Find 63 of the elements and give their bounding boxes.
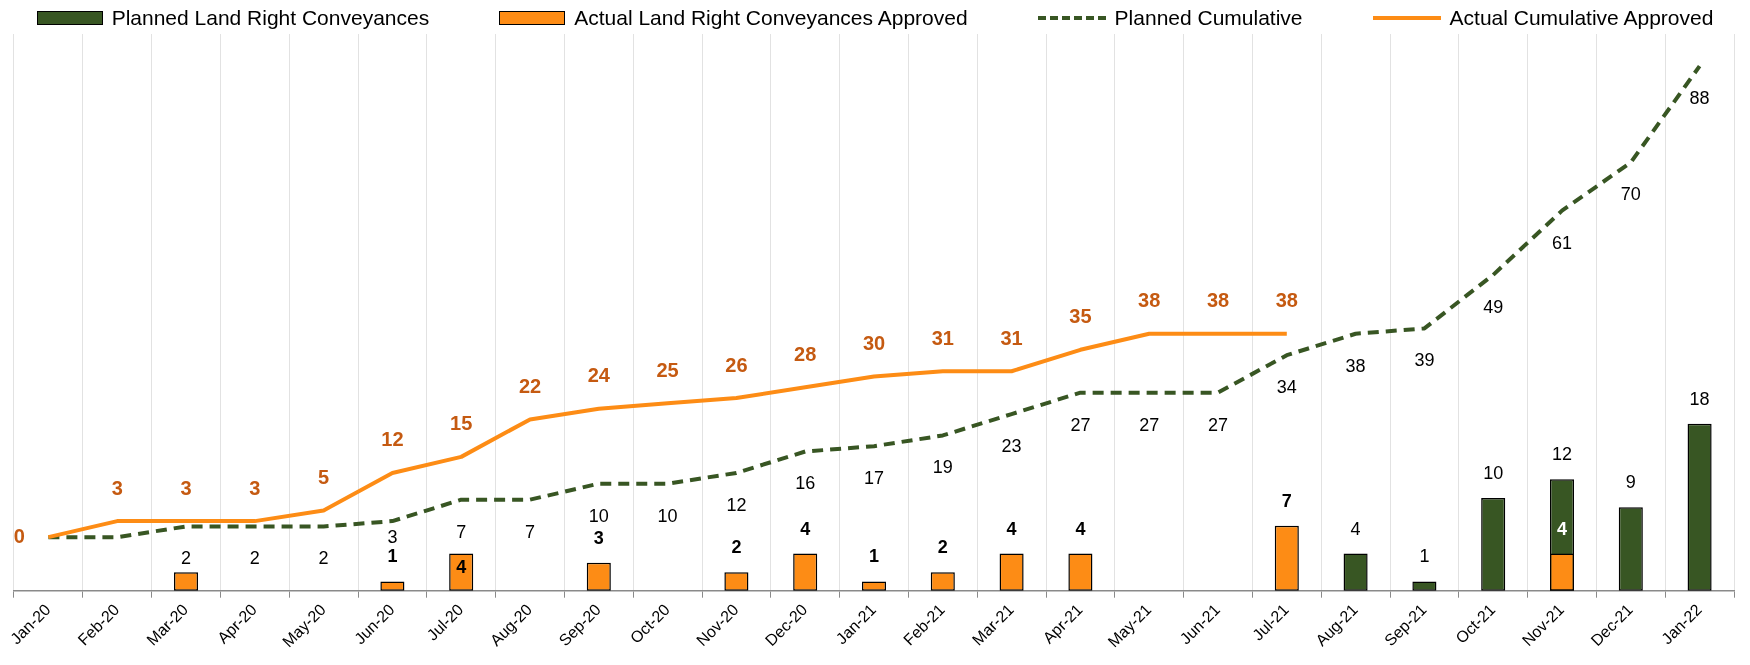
legend-label: Planned Cumulative [1114, 6, 1303, 30]
data-label: 23 [1001, 436, 1022, 457]
data-label: 1 [1419, 546, 1430, 567]
data-label: 49 [1483, 296, 1504, 317]
data-label: 4 [1075, 518, 1086, 539]
legend-label: Actual Land Right Conveyances Approved [574, 6, 968, 30]
data-label: 1 [868, 546, 880, 567]
data-label: 4 [1006, 518, 1017, 539]
data-label: 10 [657, 505, 678, 526]
data-label: 18 [1689, 388, 1710, 409]
data-label: 38 [1275, 289, 1298, 312]
data-label: 10 [588, 505, 609, 526]
data-label: 38 [1345, 355, 1366, 376]
data-label: 38 [1138, 289, 1161, 312]
data-label: 27 [1207, 414, 1229, 435]
data-label: 12 [381, 428, 404, 451]
data-label: 3 [593, 527, 604, 548]
data-label: 15 [450, 412, 473, 435]
data-label: 3 [249, 476, 261, 499]
data-label: 35 [1069, 305, 1092, 328]
data-label: 7 [1281, 490, 1292, 511]
data-label: 3 [180, 476, 192, 499]
data-label: 4 [456, 556, 467, 577]
data-label: 24 [587, 364, 611, 387]
data-label: 88 [1689, 88, 1710, 109]
data-label: 31 [931, 326, 954, 349]
data-label: 39 [1414, 350, 1435, 371]
data-label: 61 [1551, 232, 1573, 253]
data-label: 10 [1483, 462, 1504, 483]
data-label: 16 [795, 473, 816, 494]
data-label: 38 [1206, 289, 1230, 312]
legend-label: Actual Cumulative Approved [1449, 6, 1714, 30]
data-label: 27 [1139, 414, 1160, 435]
data-label: 4 [800, 518, 811, 539]
data-label: 28 [794, 342, 817, 365]
data-label: 4 [1556, 518, 1568, 539]
data-label: 7 [456, 521, 467, 542]
data-label: 2 [731, 537, 742, 558]
data-label: 30 [862, 332, 886, 355]
data-label: 22 [518, 374, 542, 397]
data-label: 19 [932, 457, 953, 478]
data-label: 25 [656, 358, 679, 381]
data-label: 4 [1350, 518, 1361, 539]
data-label: 7 [524, 521, 536, 542]
data-label: 34 [1276, 377, 1297, 398]
data-label: 31 [1000, 326, 1023, 349]
data-label: 2 [249, 548, 260, 569]
data-label: 12 [726, 494, 747, 515]
data-label: 9 [1625, 472, 1636, 493]
data-label: 2 [318, 548, 329, 569]
data-label: 17 [863, 468, 885, 489]
data-label: 0 [13, 524, 25, 547]
data-label: 27 [1070, 414, 1091, 435]
data-label: 3 [387, 527, 398, 548]
data-label: 5 [318, 465, 330, 488]
data-label: 2 [180, 548, 192, 569]
legend-label: Planned Land Right Conveyances [111, 6, 430, 30]
data-label: 70 [1620, 184, 1641, 205]
data-label: 1 [387, 546, 398, 567]
data-label: 12 [1551, 444, 1573, 465]
data-label: 3 [111, 476, 123, 499]
data-label: 2 [937, 537, 948, 558]
data-label: 26 [725, 353, 748, 376]
